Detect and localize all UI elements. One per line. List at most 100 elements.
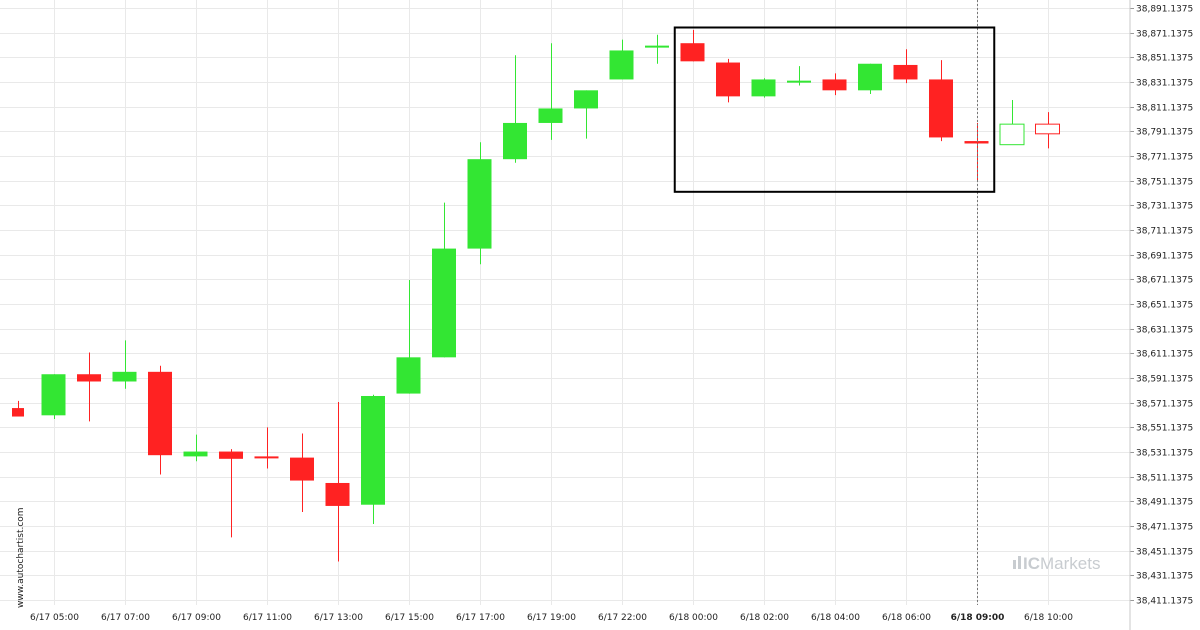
x-axis-ticks: 6/17 05:00 6/17 07:00 6/17 09:00 6/17 11:00… bbox=[30, 613, 1073, 623]
candle bbox=[112, 340, 137, 389]
candle-body bbox=[716, 62, 740, 97]
x-tick-label: 6/17 11:00 bbox=[243, 613, 292, 623]
y-tick-label: 38,551.1375 bbox=[1136, 424, 1193, 434]
candle-body bbox=[148, 371, 172, 456]
candle bbox=[77, 352, 101, 422]
candle bbox=[503, 55, 527, 163]
y-tick-label: 38,531.1375 bbox=[1136, 449, 1193, 459]
x-tick-label: 6/17 17:00 bbox=[456, 613, 505, 623]
candle bbox=[219, 449, 243, 538]
x-tick-label: 6/18 04:00 bbox=[811, 613, 860, 623]
candle-body bbox=[538, 108, 563, 123]
candle-body bbox=[645, 45, 669, 48]
x-tick-label: 6/17 05:00 bbox=[30, 613, 79, 623]
y-tick-label: 38,831.1375 bbox=[1136, 79, 1193, 89]
y-tick-label: 38,851.1375 bbox=[1136, 54, 1193, 64]
candle bbox=[254, 427, 279, 469]
candle bbox=[716, 58, 740, 103]
candle-body bbox=[254, 456, 279, 459]
y-tick-label: 38,431.1375 bbox=[1136, 572, 1193, 582]
candle-body bbox=[609, 50, 634, 80]
candle-body bbox=[219, 451, 243, 459]
x-tick-label: 6/18 10:00 bbox=[1024, 613, 1073, 623]
candle bbox=[751, 78, 776, 98]
candle bbox=[822, 73, 847, 96]
candle bbox=[41, 374, 66, 419]
y-tick-label: 38,471.1375 bbox=[1136, 523, 1193, 533]
brand-prefix: IC bbox=[1023, 554, 1040, 573]
candle-body bbox=[432, 248, 456, 358]
candle-body bbox=[964, 141, 989, 144]
y-tick-label: 38,491.1375 bbox=[1136, 498, 1193, 508]
candle-body bbox=[12, 408, 24, 417]
x-tick-label: 6/17 22:00 bbox=[598, 613, 647, 623]
y-tick-label: 38,811.1375 bbox=[1136, 104, 1193, 114]
y-tick-label: 38,771.1375 bbox=[1136, 153, 1193, 163]
y-tick-label: 38,751.1375 bbox=[1136, 178, 1193, 188]
y-tick-label: 38,451.1375 bbox=[1136, 548, 1193, 558]
candle bbox=[999, 99, 1025, 146]
candle bbox=[929, 60, 953, 142]
brand-name: Markets bbox=[1040, 554, 1100, 573]
candles bbox=[12, 29, 1060, 562]
pattern-box bbox=[673, 26, 996, 193]
x-tick-label: 6/17 09:00 bbox=[172, 613, 221, 623]
candle bbox=[645, 34, 669, 64]
candle-body bbox=[361, 395, 385, 505]
brand-logo-text: ICMarkets bbox=[1023, 554, 1100, 573]
candle-body bbox=[1035, 123, 1060, 135]
candle bbox=[148, 365, 172, 475]
x-tick-label: 6/18 02:00 bbox=[740, 613, 789, 623]
candle-body bbox=[41, 374, 66, 416]
candle-body bbox=[112, 371, 137, 382]
x-tick-label: 6/18 06:00 bbox=[882, 613, 931, 623]
brand-logo: ICMarkets bbox=[1013, 554, 1100, 573]
x-tick-label: 6/17 19:00 bbox=[527, 613, 576, 623]
candle bbox=[574, 90, 598, 139]
y-tick-label: 38,791.1375 bbox=[1136, 128, 1193, 138]
y-axis-ticks: 38,891.1375 38,871.1375 38,851.1375 38,831.… bbox=[1130, 5, 1193, 607]
candle bbox=[467, 142, 492, 265]
y-tick-label: 38,571.1375 bbox=[1136, 400, 1193, 410]
y-tick-label: 38,691.1375 bbox=[1136, 252, 1193, 262]
candle-body bbox=[77, 374, 101, 382]
brand-logo-bar bbox=[1013, 560, 1016, 569]
candle-body bbox=[858, 63, 882, 91]
watermark: www.autochartist.com bbox=[16, 507, 26, 608]
candle-body bbox=[467, 159, 492, 249]
y-tick-label: 38,651.1375 bbox=[1136, 301, 1193, 311]
y-tick-label: 38,511.1375 bbox=[1136, 474, 1193, 484]
candle-body bbox=[751, 79, 776, 97]
candle bbox=[538, 43, 563, 140]
candle bbox=[396, 280, 421, 394]
candle-body bbox=[680, 43, 705, 62]
candle bbox=[183, 434, 208, 462]
candle bbox=[893, 49, 918, 84]
candle-body bbox=[325, 482, 350, 506]
x-tick-label: 6/17 13:00 bbox=[314, 613, 363, 623]
y-tick-label: 38,731.1375 bbox=[1136, 202, 1193, 212]
x-tick-label: 6/18 00:00 bbox=[669, 613, 718, 623]
x-tick-label: 6/18 09:00 bbox=[951, 613, 1005, 623]
candle-body bbox=[503, 122, 527, 160]
candle bbox=[1035, 112, 1060, 149]
x-tick-label: 6/17 15:00 bbox=[385, 613, 434, 623]
candle-body bbox=[999, 123, 1025, 146]
candle bbox=[361, 394, 385, 525]
candle-body bbox=[574, 90, 598, 109]
candle-body bbox=[787, 80, 811, 83]
candle-body bbox=[290, 457, 314, 481]
candle bbox=[290, 433, 314, 512]
candle bbox=[609, 39, 634, 80]
x-tick-label: 6/17 07:00 bbox=[101, 613, 150, 623]
candle-body bbox=[822, 79, 847, 91]
candle bbox=[787, 66, 811, 86]
brand-logo-bar bbox=[1018, 556, 1021, 569]
candle bbox=[432, 202, 456, 358]
candle bbox=[12, 400, 24, 417]
candle bbox=[680, 29, 705, 62]
candle-body bbox=[929, 79, 953, 138]
grid-lines bbox=[0, 0, 1130, 605]
y-tick-label: 38,871.1375 bbox=[1136, 30, 1193, 40]
